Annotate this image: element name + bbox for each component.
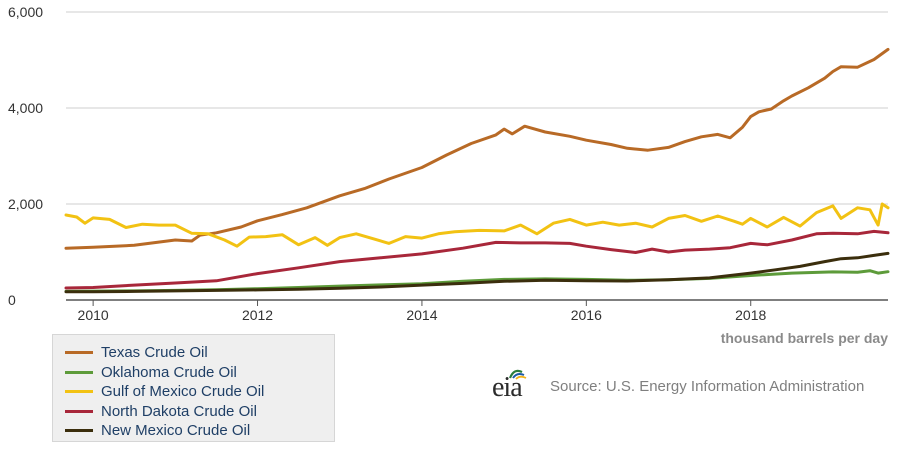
legend-swatch: [65, 390, 93, 394]
source-text: Source: U.S. Energy Information Administ…: [550, 377, 865, 395]
legend-label: North Dakota Crude Oil: [101, 402, 257, 420]
series-line-new-mexico-crude-oil: [64, 251, 890, 294]
axes: [66, 299, 888, 306]
legend-swatch: [65, 429, 93, 433]
legend-item: North Dakota Crude Oil: [65, 402, 334, 422]
legend-swatch: [65, 370, 93, 374]
y-tick-label: 0: [8, 292, 16, 308]
eia-logo-swoosh: [508, 369, 527, 380]
x-tick-label: 2012: [242, 307, 273, 323]
tick-labels: 0 2,000 4,000 6,000 2010 2012 2014 2016 2018: [8, 4, 767, 323]
x-tick-label: 2018: [735, 307, 766, 323]
series-line-north-dakota-crude-oil: [64, 229, 890, 290]
x-tick-label: 2016: [571, 307, 602, 323]
eia-logo-text: eia: [492, 372, 523, 403]
legend-item: New Mexico Crude Oil: [65, 421, 334, 441]
y-tick-label: 4,000: [8, 100, 43, 116]
unit-label: thousand barrels per day: [721, 330, 888, 346]
series-line-texas-crude-oil: [64, 47, 890, 250]
legend-swatch: [65, 351, 93, 355]
x-tick-label: 2014: [406, 307, 437, 323]
legend-label: Oklahoma Crude Oil: [101, 363, 237, 381]
legend-swatch: [65, 409, 93, 413]
legend-item: Oklahoma Crude Oil: [65, 363, 334, 383]
legend-item: Texas Crude Oil: [65, 343, 334, 363]
y-tick-label: 2,000: [8, 196, 43, 212]
legend-item: Gulf of Mexico Crude Oil: [65, 382, 334, 402]
series-lines: [64, 47, 890, 294]
grid-lines: [66, 11, 888, 205]
source-block: eia Source: U.S. Energy Information Admi…: [490, 366, 864, 406]
legend: Texas Crude Oil Oklahoma Crude Oil Gulf of…: [52, 334, 335, 442]
y-tick-label: 6,000: [8, 4, 43, 20]
legend-label: New Mexico Crude Oil: [101, 422, 251, 440]
legend-label: Texas Crude Oil: [101, 344, 208, 362]
series-line-gulf-of-mexico-crude-oil: [64, 202, 890, 248]
x-tick-label: 2010: [78, 307, 109, 323]
legend-label: Gulf of Mexico Crude Oil: [101, 383, 265, 401]
eia-logo-icon: eia: [490, 366, 540, 406]
